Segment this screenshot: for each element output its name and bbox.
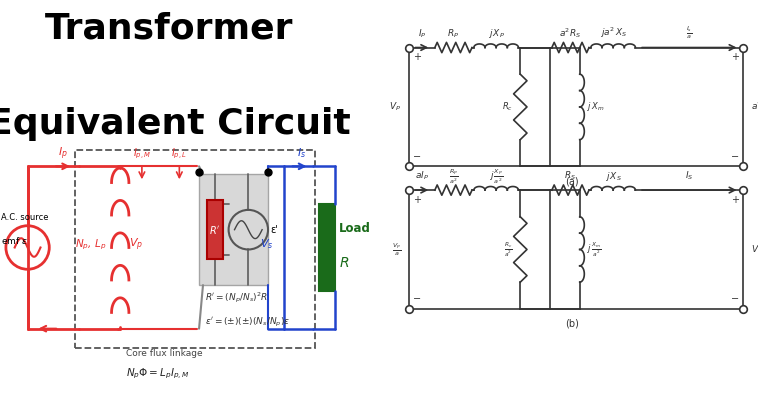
Text: −: − — [731, 294, 739, 304]
Text: $I_{p,L}$: $I_{p,L}$ — [171, 147, 187, 161]
Text: Core flux linkage: Core flux linkage — [126, 349, 202, 358]
Text: $\frac{I_s}{a}$: $\frac{I_s}{a}$ — [686, 25, 693, 41]
Text: ε': ε' — [270, 225, 278, 235]
Text: $\frac{R_P}{a^2}$: $\frac{R_P}{a^2}$ — [449, 168, 458, 186]
Text: $V_S$: $V_S$ — [750, 243, 758, 256]
Text: $R'=(N_p/N_s)^2R$: $R'=(N_p/N_s)^2R$ — [205, 291, 268, 305]
Text: $I_P$: $I_P$ — [418, 27, 426, 40]
Text: $V_P$: $V_P$ — [390, 101, 402, 113]
Text: $I_s$: $I_s$ — [297, 147, 306, 160]
Text: $R_P$: $R_P$ — [447, 27, 459, 40]
Text: $N_p\Phi=L_pI_{p,M}$: $N_p\Phi=L_pI_{p,M}$ — [126, 367, 190, 381]
Text: $R'$: $R'$ — [209, 224, 221, 236]
Text: +: + — [731, 52, 739, 62]
Text: $j\,X_P$: $j\,X_P$ — [487, 27, 505, 40]
Text: $R$: $R$ — [339, 256, 349, 270]
Text: $V_p$: $V_p$ — [129, 237, 143, 253]
Text: Equivalent Circuit: Equivalent Circuit — [0, 107, 351, 141]
Text: $N_p$, $L_p$: $N_p$, $L_p$ — [75, 238, 106, 252]
Text: $aI_P$: $aI_P$ — [415, 170, 429, 183]
Text: +: + — [412, 52, 421, 62]
Text: A.C. source: A.C. source — [2, 213, 49, 222]
Text: $V_s$: $V_s$ — [261, 238, 274, 251]
Text: $j\,\frac{X_m}{a^2}$: $j\,\frac{X_m}{a^2}$ — [587, 240, 602, 259]
Text: $j\,X_m$: $j\,X_m$ — [587, 101, 605, 113]
Text: $I_p$: $I_p$ — [58, 146, 68, 162]
FancyBboxPatch shape — [207, 200, 223, 259]
Text: $R_S$: $R_S$ — [565, 170, 577, 183]
Text: (b): (b) — [565, 319, 579, 329]
Text: Load: Load — [339, 222, 371, 235]
Text: (a): (a) — [565, 176, 579, 186]
Text: $aV_S$: $aV_S$ — [750, 101, 758, 113]
Text: −: − — [412, 294, 421, 304]
Text: Transformer: Transformer — [45, 12, 294, 46]
Text: −: − — [731, 152, 739, 162]
FancyBboxPatch shape — [199, 174, 268, 285]
Text: +: + — [731, 195, 739, 205]
Text: $I_{p,M}$: $I_{p,M}$ — [133, 147, 151, 161]
Text: $\frac{V_P}{a}$: $\frac{V_P}{a}$ — [393, 241, 402, 258]
Text: $R_c$: $R_c$ — [502, 101, 513, 113]
Text: $\frac{R_c}{a^2}$: $\frac{R_c}{a^2}$ — [504, 240, 513, 259]
Text: −: − — [412, 152, 421, 162]
Text: $I_S$: $I_S$ — [685, 170, 694, 183]
Text: emf $\varepsilon$: emf $\varepsilon$ — [2, 234, 28, 246]
Text: +: + — [412, 195, 421, 205]
Text: $j\,\frac{X_P}{a^2}$: $j\,\frac{X_P}{a^2}$ — [489, 168, 503, 186]
Text: $a^2R_S$: $a^2R_S$ — [559, 26, 581, 40]
Text: $j\,X_S$: $j\,X_S$ — [605, 170, 622, 183]
Text: $j a^2\,X_S$: $j a^2\,X_S$ — [600, 26, 627, 40]
Text: $\varepsilon'=(\pm)(\pm)(N_s/N_p)\varepsilon$: $\varepsilon'=(\pm)(\pm)(N_s/N_p)\vareps… — [205, 316, 290, 329]
FancyBboxPatch shape — [319, 204, 335, 291]
